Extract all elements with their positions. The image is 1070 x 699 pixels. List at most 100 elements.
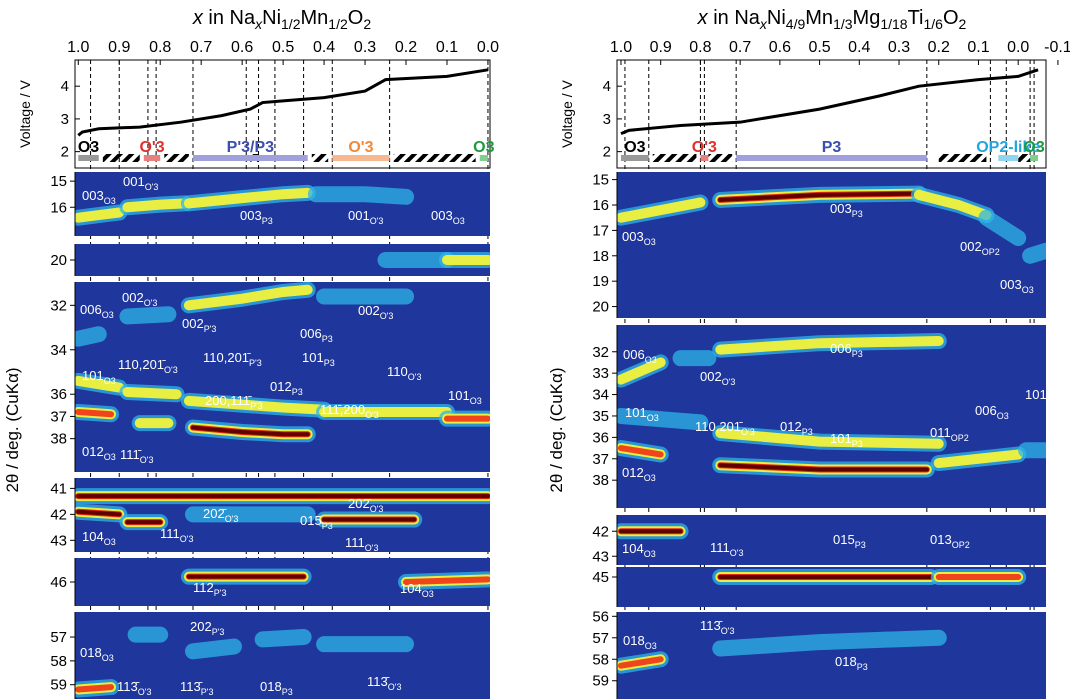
diffraction-streak xyxy=(933,449,1024,469)
peak-index: 202̄ xyxy=(203,506,227,521)
peak-label: 006O3 xyxy=(975,403,1009,421)
peak-index: 006 xyxy=(623,347,645,362)
peak-label: 112P'3 xyxy=(193,580,226,598)
peak-phase: P3 xyxy=(324,358,335,368)
peak-phase: P3 xyxy=(802,427,813,437)
peak-phase: O'3 xyxy=(164,365,178,375)
y-tick-label: 20 xyxy=(592,299,609,316)
phase-label: P'3/P3 xyxy=(227,139,274,156)
peak-label: 012O3 xyxy=(622,465,656,483)
peak-phase: P3 xyxy=(292,387,303,397)
title-part: 1/2 xyxy=(281,16,301,32)
title-part: x xyxy=(254,16,263,32)
y-tick-label: 58 xyxy=(50,653,67,670)
peak-label: 101O3 xyxy=(448,388,482,406)
peak-phase: P3 xyxy=(852,209,863,219)
y-tick-label: 20 xyxy=(50,252,67,269)
peak-phase: OP2 xyxy=(952,540,970,550)
peak-label: 111O'3 xyxy=(345,535,379,553)
peak-label: 013OP2 xyxy=(930,532,970,550)
peak-label: 110,201̄P'3 xyxy=(203,350,262,368)
y-tick-label: 19 xyxy=(592,273,609,290)
x-tick-label: 0.4 xyxy=(848,39,870,56)
phase-bar xyxy=(998,155,1019,161)
peak-label: 003O3 xyxy=(1000,277,1034,295)
y-axis-label: Voltage / V xyxy=(17,79,33,147)
y-tick-label: 41 xyxy=(50,480,67,497)
phase-label: O'3 xyxy=(348,139,373,156)
peak-label: 012P3 xyxy=(270,379,303,397)
diffraction-streak xyxy=(715,336,944,355)
diffraction-streak xyxy=(184,638,242,660)
phase-bar xyxy=(78,155,99,161)
peak-label: 110,201̄O'3 xyxy=(118,357,178,375)
peak-phase: O3 xyxy=(104,196,116,206)
peak-index: 101 xyxy=(82,368,104,383)
heatmap-y-label: 2θ / deg. (CuKα) xyxy=(547,367,566,492)
peak-phase: O3 xyxy=(102,310,114,320)
y-tick-label: 17 xyxy=(592,222,609,239)
peak-label: 002O'3 xyxy=(122,290,157,308)
diffraction-streak xyxy=(1022,242,1046,264)
peak-phase: O3 xyxy=(997,411,1009,421)
diffraction-streak xyxy=(978,209,1027,247)
diffraction-streak xyxy=(617,357,666,385)
peak-phase: O'3 xyxy=(408,372,422,382)
segment-streaks xyxy=(617,333,1046,478)
peak-phase: P'3 xyxy=(212,627,225,637)
y-tick-label: 3 xyxy=(603,111,611,128)
peak-index: 002 xyxy=(182,316,204,331)
peak-phase: O'3 xyxy=(365,410,379,420)
peak-phase: P3 xyxy=(857,662,868,672)
peak-label: 003P3 xyxy=(830,201,863,219)
peak-label: 101O3 xyxy=(1025,387,1059,405)
x-tick-label: 0.1 xyxy=(436,39,458,56)
segment-streaks xyxy=(617,629,947,674)
phase-label: O3 xyxy=(1023,139,1044,156)
y-tick-label: 18 xyxy=(592,248,609,265)
peak-phase: O3 xyxy=(644,549,656,559)
peak-phase: P3 xyxy=(322,521,333,531)
y-tick-label: 59 xyxy=(50,677,67,694)
peak-index: 012 xyxy=(780,419,802,434)
peak-index: 110,201̄ xyxy=(118,357,166,372)
peak-phase: O'3 xyxy=(138,687,152,697)
chart-title: x in NaxNi4/9Mn1/3Mg1/18Ti1/6O2 xyxy=(697,7,967,32)
peak-index: 003 xyxy=(622,229,644,244)
peak-label: 113̄P'3 xyxy=(180,679,213,697)
peak-index: 002 xyxy=(700,369,722,384)
peak-index: 111̄ xyxy=(120,447,142,462)
two-phase-region xyxy=(1018,154,1031,162)
y-tick-label: 4 xyxy=(603,78,611,95)
x-tick-label: -0.1 xyxy=(1044,39,1070,56)
peak-index: 018 xyxy=(835,654,857,669)
peak-phase: P3 xyxy=(852,349,863,359)
peak-label: 018P3 xyxy=(260,679,293,697)
peak-label: 003O3 xyxy=(622,229,656,247)
diffraction-streak xyxy=(254,629,312,648)
peak-index: 006 xyxy=(300,326,322,341)
peak-index: 200,111̄ xyxy=(205,393,252,408)
peak-phase: O3 xyxy=(1022,285,1034,295)
peak-phase: P3 xyxy=(855,540,866,550)
peak-index: 006 xyxy=(975,403,997,418)
diffraction-streak xyxy=(617,656,664,669)
peak-label: 101P3 xyxy=(830,431,863,449)
segment-streaks xyxy=(75,282,490,443)
peak-index: 002 xyxy=(960,239,982,254)
peak-label: 012O3 xyxy=(82,444,116,462)
peak-phase: O'3 xyxy=(741,427,755,437)
peak-index: 202̄ xyxy=(348,496,372,511)
diffraction-streak xyxy=(715,428,944,449)
peak-label: 018O3 xyxy=(80,645,114,663)
y-tick-label: 36 xyxy=(592,429,609,446)
peak-index: 012 xyxy=(622,465,644,480)
title-part: Ni xyxy=(767,7,786,29)
phase-label: O'3 xyxy=(139,139,164,156)
peak-index: 111 xyxy=(710,540,730,555)
y-tick-label: 45 xyxy=(592,569,609,586)
title-part: x xyxy=(759,16,768,32)
x-tick-label: 0.8 xyxy=(149,39,171,56)
phase-bar xyxy=(736,155,927,161)
